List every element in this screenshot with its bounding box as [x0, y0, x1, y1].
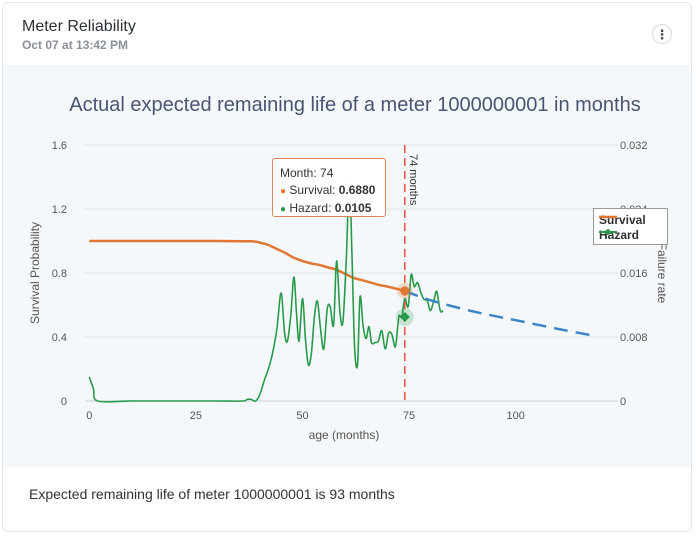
marker-line-label: 74 months: [407, 154, 419, 206]
y-tick-label: 0.8: [52, 268, 67, 280]
tooltip-month: Month: 74: [280, 166, 334, 180]
survival-line: [89, 239, 406, 293]
legend-hazard-swatch: [599, 228, 617, 236]
y-axis-label: Survival Probability: [28, 222, 42, 324]
data-tooltip: Month: 74 ● Survival: 0.6880 ● Hazard: 0…: [272, 158, 386, 217]
y-tick-label: 1.2: [52, 204, 67, 216]
tooltip-hazard-label: Hazard:: [289, 201, 335, 215]
x-tick-label: 25: [190, 410, 202, 422]
survival-hazard-chart: Actual expected remaining life of a mete…: [28, 94, 669, 442]
tooltip-survival: ● Survival: 0.6880: [280, 183, 376, 197]
x-tick-label: 75: [403, 410, 415, 422]
x-tick-label: 100: [506, 410, 524, 422]
y-tick-label: 0.4: [52, 332, 67, 344]
chart-legend: Survival Hazard: [593, 208, 668, 245]
tooltip-survival-value: 0.6880: [338, 183, 376, 197]
y2-tick-label: 0.032: [620, 140, 648, 152]
chart-area: Actual expected remaining life of a mete…: [3, 65, 691, 467]
x-axis-label: age (months): [309, 428, 380, 442]
hazard-highlight-point: [399, 312, 410, 322]
tooltip-hazard: ● Hazard: 0.0105: [280, 201, 372, 215]
x-tick-label: 50: [296, 410, 308, 422]
y2-tick-label: 0.008: [620, 332, 648, 344]
y2-axis-label: Failure rate: [655, 243, 669, 304]
survival-projection-line: [404, 289, 597, 338]
card-timestamp: Oct 07 at 13:42 PM: [22, 38, 129, 52]
remaining-life-summary: Expected remaining life of meter 1000000…: [29, 486, 395, 502]
card-header: Meter Reliability Oct 07 at 13:42 PM ⋮: [3, 3, 691, 65]
legend-hazard: Hazard: [599, 228, 639, 242]
y2-tick-label: 0: [620, 396, 626, 408]
card-footer: Expected remaining life of meter 1000000…: [3, 467, 691, 531]
chart-title: Actual expected remaining life of a mete…: [69, 94, 640, 116]
survival-highlight-point: [400, 286, 410, 296]
legend-survival-swatch: [599, 215, 617, 219]
y2-tick-label: 0.016: [620, 268, 648, 280]
y-tick-label: 1.6: [52, 140, 67, 152]
more-vertical-icon[interactable]: ⋮: [652, 24, 672, 44]
x-tick-label: 0: [86, 410, 92, 422]
legend-survival: Survival: [599, 213, 646, 227]
tooltip-survival-label: Survival:: [289, 183, 339, 197]
hazard-line: [88, 180, 444, 403]
y-tick-label: 0: [61, 396, 67, 408]
card-title: Meter Reliability: [22, 18, 136, 35]
tooltip-hazard-value: 0.0105: [334, 201, 372, 215]
